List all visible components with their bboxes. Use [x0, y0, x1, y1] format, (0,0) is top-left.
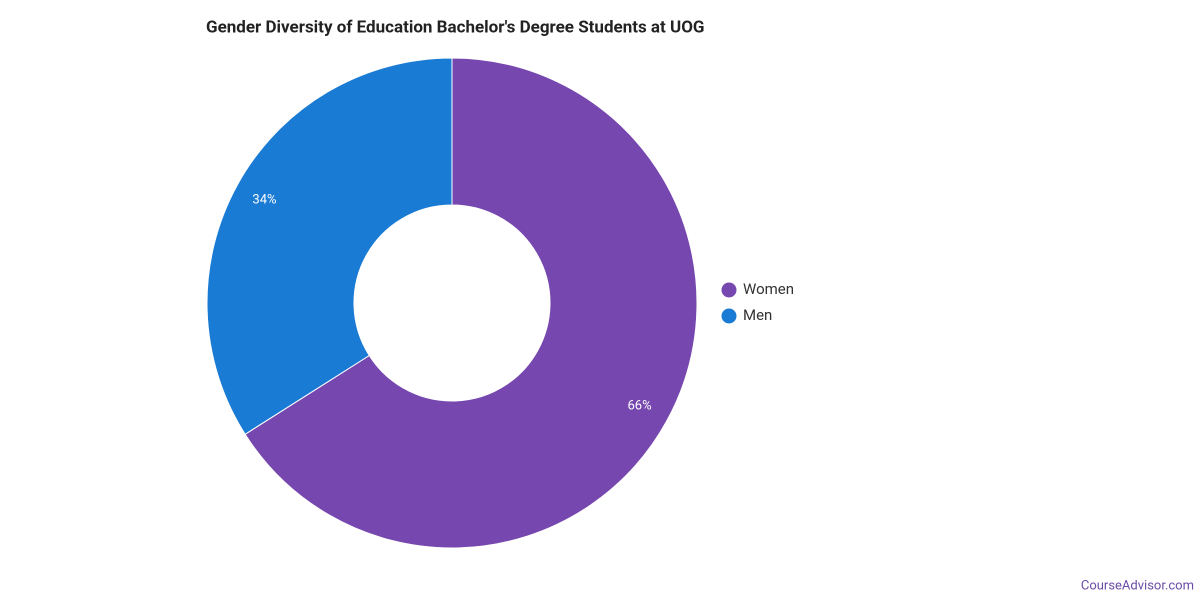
chart-title: Gender Diversity of Education Bachelor's…	[206, 17, 705, 37]
pie-slice	[206, 57, 453, 435]
pie-slice	[244, 57, 698, 549]
data-label: 34%	[252, 192, 276, 207]
legend-label: Women	[743, 280, 794, 298]
data-label: 66%	[627, 399, 651, 414]
legend-swatch	[721, 308, 737, 324]
legend-label: Men	[743, 306, 772, 324]
legend-swatch	[721, 282, 737, 298]
footer-credit[interactable]: CourseAdvisor.com	[1081, 578, 1194, 593]
